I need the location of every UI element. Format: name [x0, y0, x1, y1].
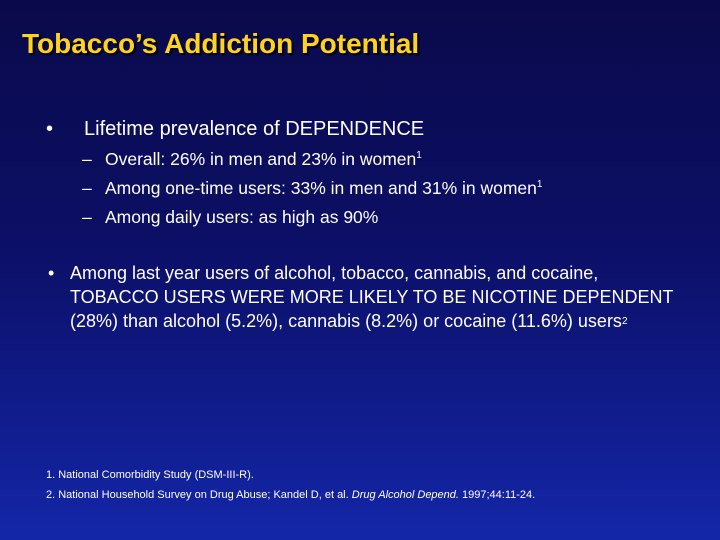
dash-marker: – [82, 178, 92, 198]
bullet-text: Among last year users of alcohol, tobacc… [70, 263, 674, 331]
journal-name: Drug Alcohol Depend. [351, 489, 459, 501]
footnote-ref: 1 [416, 150, 422, 161]
references: 1. National Comorbidity Study (DSM-III-R… [46, 465, 706, 505]
footnote-ref: 2 [621, 316, 628, 327]
reference-2-citation: 1997;44:11-24. [458, 489, 536, 501]
reference-2-text: 2. National Household Survey on Drug Abu… [46, 489, 352, 501]
footnote-ref: 1 [536, 179, 543, 190]
reference-2: 2. National Household Survey on Drug Abu… [46, 485, 706, 505]
dash-marker: – [82, 207, 92, 227]
sub-bullet-text: Among daily users: as high as 90% [105, 207, 379, 227]
bullet-marker: • [48, 263, 55, 283]
sub-bullet-text: Overall: 26% in men and 23% in women [105, 149, 417, 169]
bullet-marker: • [46, 118, 54, 140]
sub-bullet-one-time-users: – Among one-time users: 33% in men and 3… [82, 178, 702, 207]
sub-bullet-daily-users: – Among daily users: as high as 90% [82, 207, 702, 236]
bullet-text: Lifetime prevalence of DEPENDENCE [84, 118, 425, 140]
reference-1: 1. National Comorbidity Study (DSM-III-R… [46, 469, 254, 481]
sub-bullet-overall: – Overall: 26% in men and 23% in women1 [82, 149, 702, 178]
slide-title: Tobacco’s Addiction Potential [22, 28, 420, 59]
sub-bullet-text: Among one-time users: 33% in men and 31%… [105, 178, 537, 198]
dash-marker: – [82, 149, 92, 169]
sub-bullet-list: – Overall: 26% in men and 23% in women1 … [82, 149, 702, 236]
